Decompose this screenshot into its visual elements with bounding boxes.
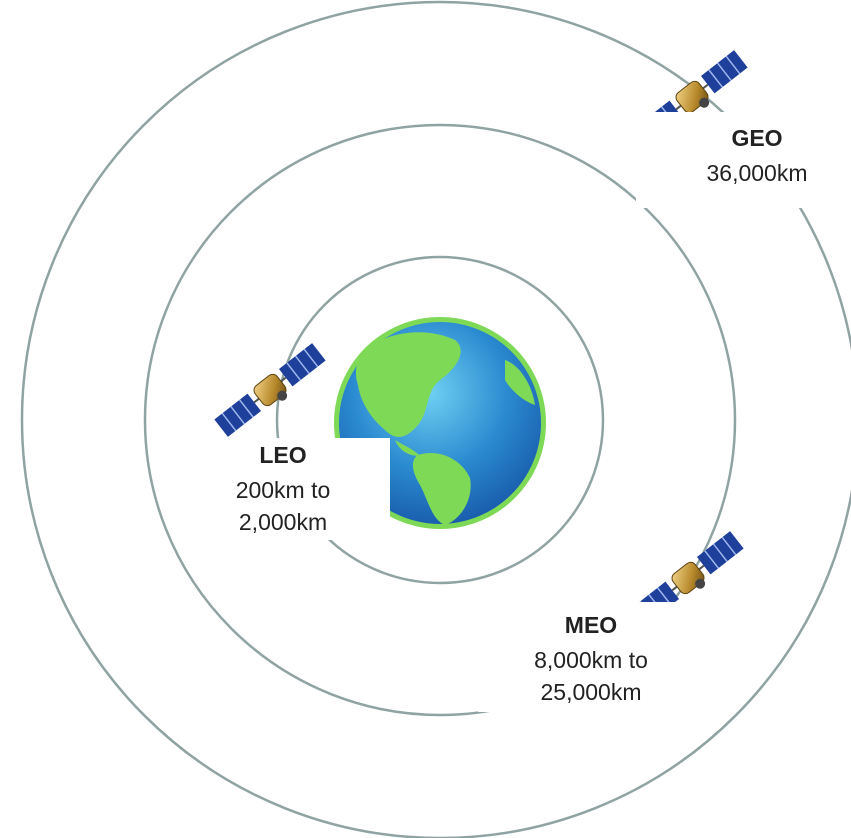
orbit-altitude: 8,000km to	[534, 647, 648, 673]
orbit-name: LEO	[259, 442, 306, 468]
geo-orbit	[20, 0, 851, 838]
label-box	[478, 602, 708, 712]
orbit-name: GEO	[731, 125, 782, 151]
geo-label: GEO 36,000km	[636, 112, 844, 208]
meo-orbit	[143, 123, 737, 717]
orbit-name: MEO	[565, 612, 617, 638]
orbit-altitude: 200km to	[236, 477, 331, 503]
label-box	[175, 438, 390, 540]
leo-label: LEO 200km to 2,000km	[175, 438, 390, 540]
orbit-altitude: 36,000km	[706, 160, 807, 186]
label-box	[636, 112, 844, 208]
leo-orbit	[275, 255, 605, 585]
orbit-altitude: 25,000km	[540, 679, 641, 705]
meo-label: MEO 8,000km to 25,000km	[478, 602, 708, 712]
leo-satellite	[212, 341, 331, 443]
orbit-altitude: 2,000km	[239, 509, 327, 535]
